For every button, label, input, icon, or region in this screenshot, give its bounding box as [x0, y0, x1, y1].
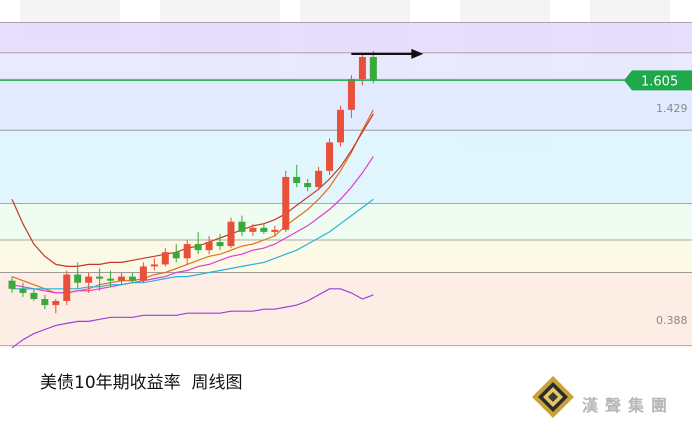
candle-body: [369, 56, 377, 81]
indicator-line: [11, 156, 374, 294]
candle-body: [107, 278, 115, 281]
logo-text: 漢聲集團: [582, 396, 675, 415]
candle-body: [260, 227, 268, 232]
trend-arrow: [351, 48, 424, 59]
candle-body: [358, 56, 366, 80]
candle-body: [271, 229, 279, 232]
candle-body: [249, 227, 257, 232]
candle-body: [205, 242, 213, 251]
candle-body: [238, 221, 246, 232]
candle-body: [326, 142, 334, 171]
chart-caption: 美债10年期收益率 周线图: [40, 373, 243, 393]
moving-average-lines: [11, 109, 374, 349]
candle-body: [63, 274, 71, 302]
indicator-line: [11, 113, 374, 267]
price-bands: [0, 21, 692, 347]
current-price-tag: [624, 70, 692, 91]
price-band: [0, 22, 692, 53]
candle-body: [337, 109, 344, 143]
candle-body: [85, 276, 93, 283]
candle-body: [172, 252, 180, 259]
price-band: [0, 240, 692, 273]
price-band: [0, 203, 692, 240]
trend-arrow-head: [411, 48, 424, 59]
candle-body: [161, 252, 169, 265]
candle-body: [304, 183, 312, 188]
price-band: [0, 52, 692, 80]
candle-body: [227, 221, 235, 247]
price-level-label: 1.429: [656, 102, 688, 115]
candle-body: [41, 298, 49, 306]
hansheng-diamond-logo-icon: [532, 376, 574, 418]
candle-body: [139, 266, 147, 281]
candle-body: [30, 292, 38, 299]
candle-body: [52, 301, 60, 306]
indicator-line: [12, 198, 374, 290]
candle-body: [150, 264, 158, 267]
candle-body: [347, 79, 355, 110]
price-level-label: 0.388: [656, 314, 688, 327]
candle-body: [96, 276, 104, 279]
candle-body: [19, 288, 27, 293]
candle-body: [8, 280, 16, 289]
candle-body: [216, 242, 224, 247]
candle-body: [128, 276, 136, 281]
candle-body: [183, 244, 191, 259]
candle-body: [282, 176, 290, 230]
price-labels: 1.605 1.429 0.388: [0, 70, 692, 327]
candlesticks: [8, 50, 377, 314]
current-price-label: 1.605: [641, 74, 678, 89]
indicator-line: [11, 288, 374, 349]
price-band: [0, 130, 692, 204]
candle-body: [293, 176, 301, 184]
candle-body: [315, 170, 323, 188]
price-band: [0, 79, 692, 131]
candle-body: [74, 274, 82, 283]
candle-body: [118, 276, 125, 281]
company-logo: 漢聲集團: [524, 372, 684, 422]
candle-body: [194, 244, 202, 251]
